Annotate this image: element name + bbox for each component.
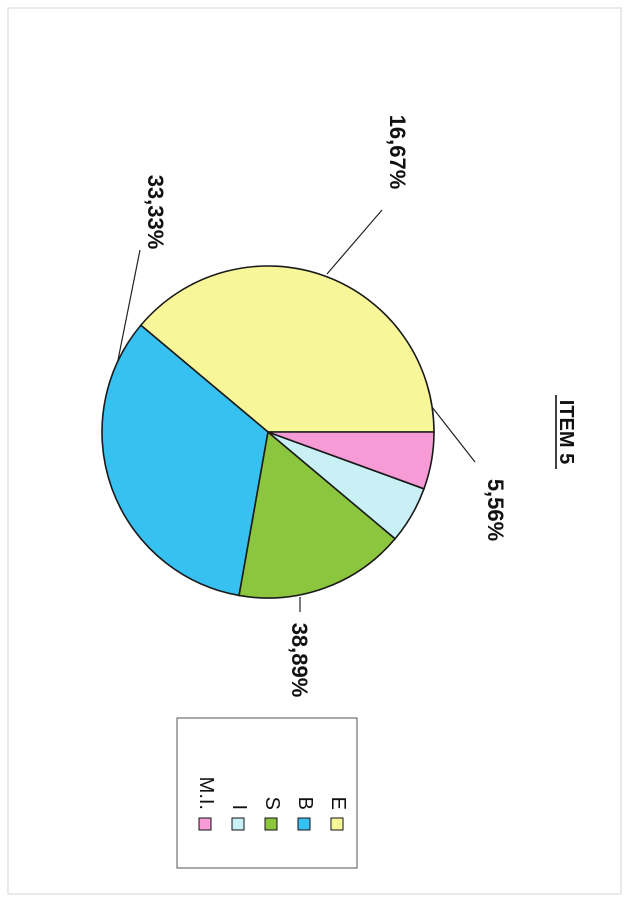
page-border [7,7,622,895]
pie-slice-s [238,430,397,599]
legend-label-s: S [261,797,283,810]
pie-slice-e [139,265,435,433]
value-labels: 38,89% 33,33% 16,67% 5,56% [143,115,508,698]
leader-line-b [117,249,141,361]
chart-title: ITEM 5 [555,400,577,464]
legend-label-i: I [228,804,250,810]
legend-label-b: B [294,797,316,810]
legend-swatch-e [330,817,344,831]
legend-swatch-i [231,817,245,831]
leader-line-s [326,209,383,275]
leader-lines [117,209,476,612]
legend-swatch-b [297,817,311,831]
value-label-b: 33,33% [143,175,168,250]
value-label-s: 16,67% [385,115,410,190]
pie-slice-mi [267,431,435,490]
value-label-mi: 5,56% [483,479,508,541]
legend-label-e: E [327,797,349,810]
legend-swatch-mi [198,817,212,831]
legend-label-mi: M.I. [195,777,217,810]
leader-line-mi [431,406,476,463]
pie-slice-b [101,324,269,597]
pie-slices [101,265,435,599]
chart-title-group: ITEM 5 [555,395,577,469]
legend-swatch-s [264,817,278,831]
value-label-e: 38,89% [287,623,312,698]
legend-box [176,717,358,869]
legend: EBS I M.I. [176,717,358,869]
